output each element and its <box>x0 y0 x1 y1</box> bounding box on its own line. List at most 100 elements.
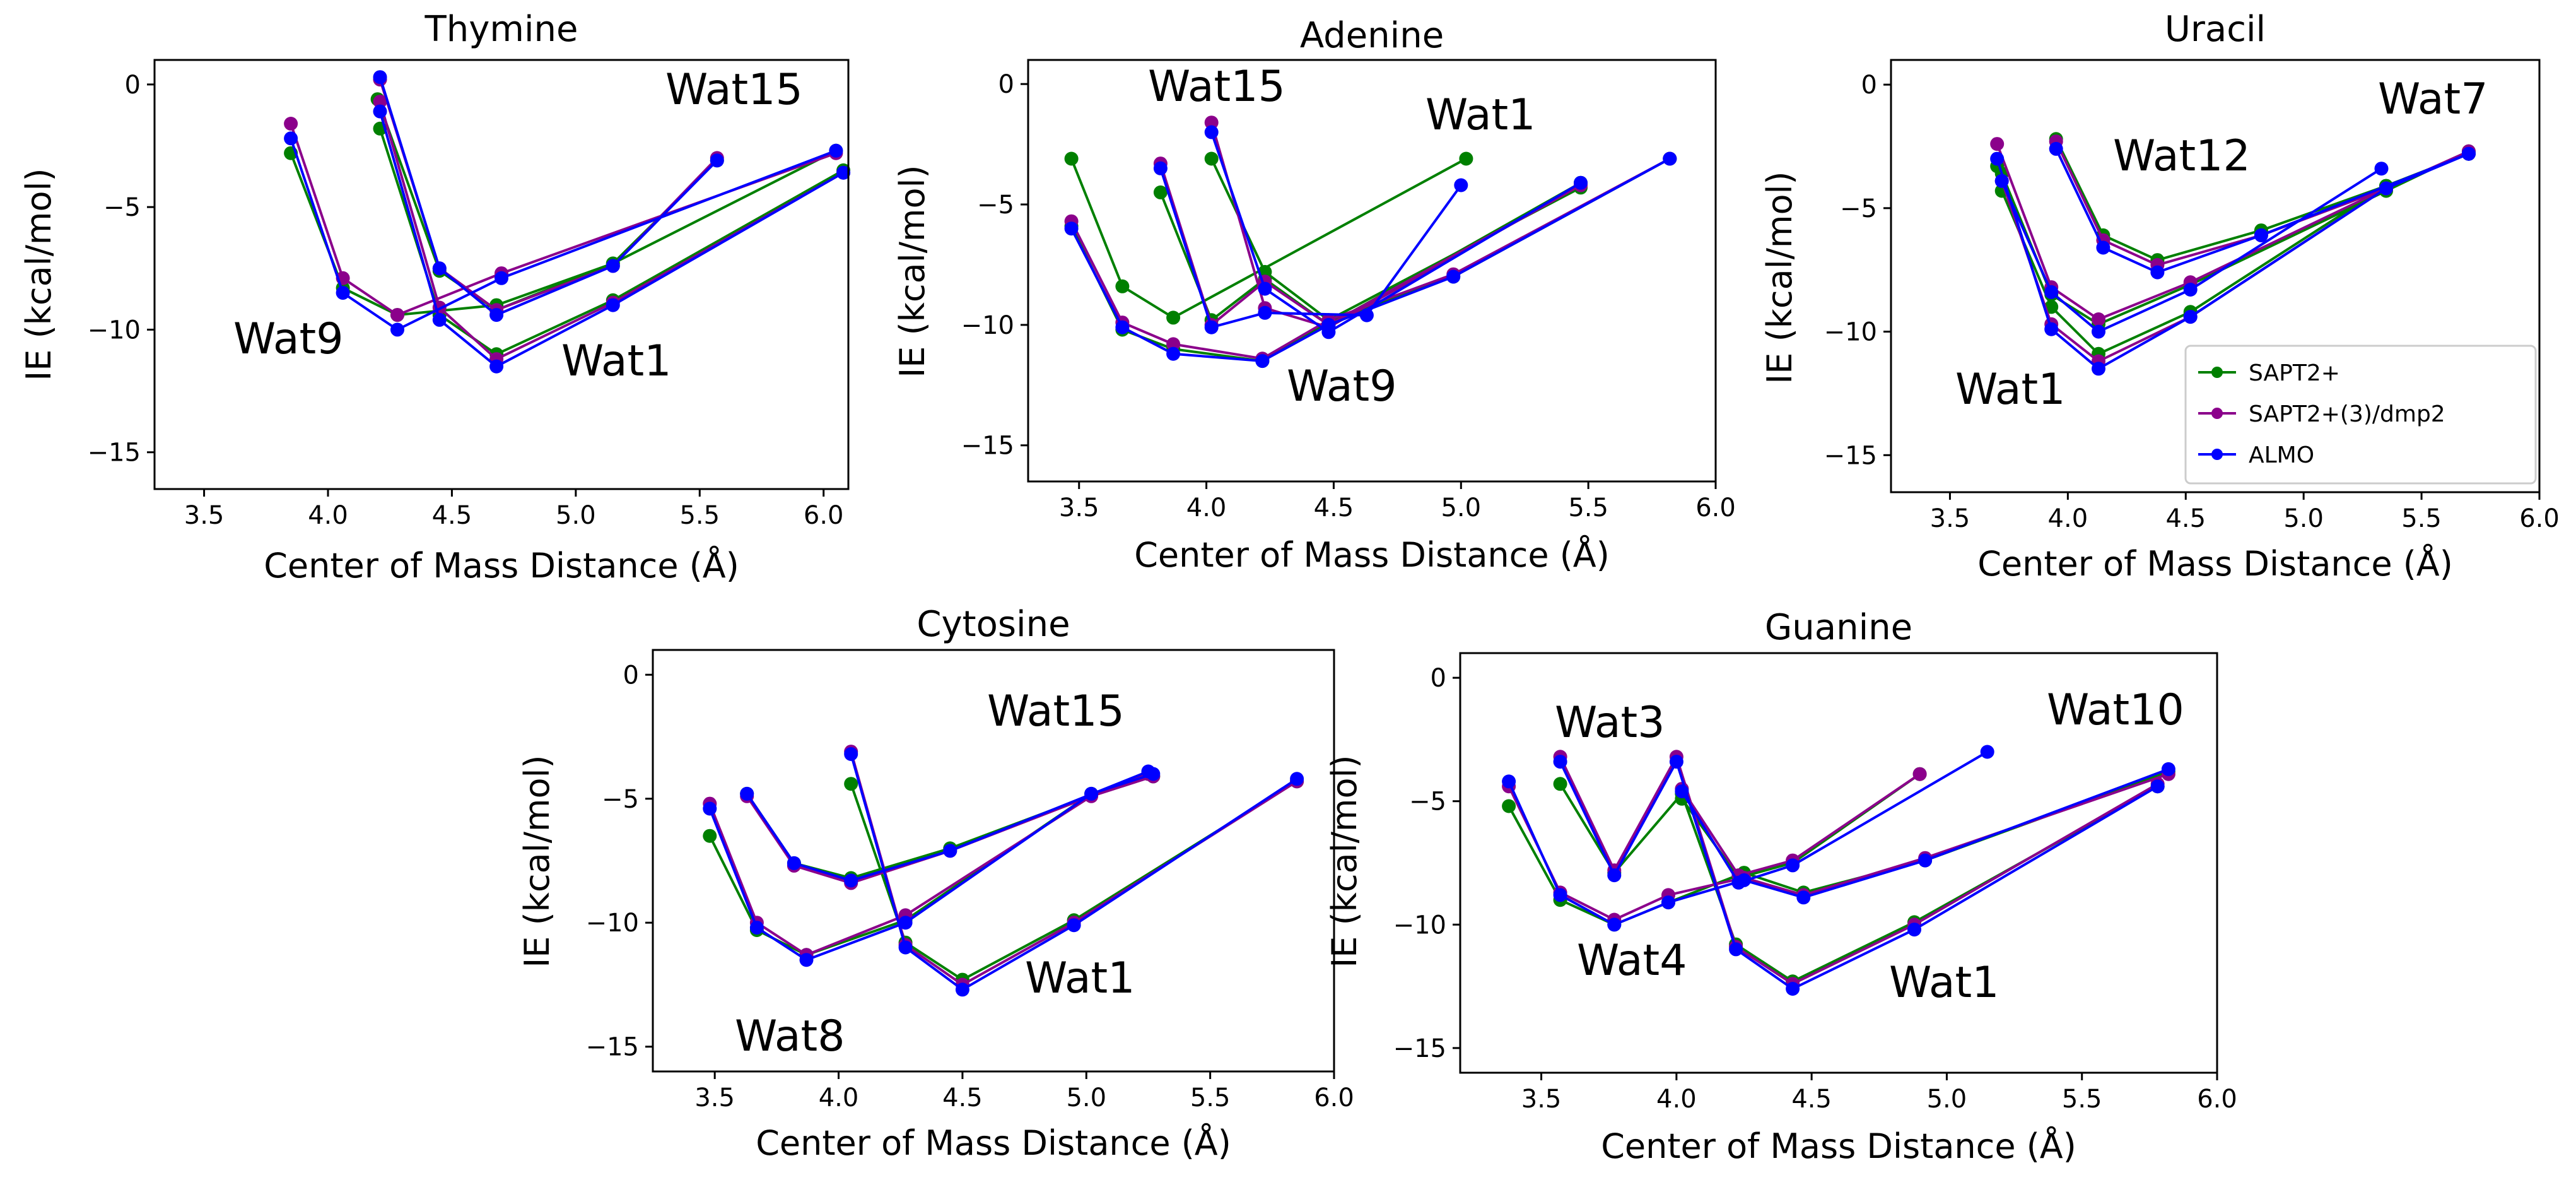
cytosine-sapt2plus-point <box>703 829 717 843</box>
guanine-sapt2plus-point <box>1553 777 1567 791</box>
adenine-almo-point <box>1574 175 1588 190</box>
adenine-sapt2plus-point <box>1204 151 1219 166</box>
adenine-xtick-label: 4.0 <box>1186 493 1227 522</box>
adenine-sapt2plus-line-1 <box>1070 157 1467 319</box>
guanine-annotation-wat10: Wat10 <box>2047 685 2184 735</box>
adenine-xtick-label: 5.5 <box>1568 493 1608 522</box>
adenine-almo-point <box>1255 354 1270 369</box>
cytosine-almo-point <box>703 801 717 816</box>
panel-thymine: 3.5 4.0 4.5 5.0 5.5 6.0 0 −5 −10 −15 Thymine Cent… <box>19 9 851 586</box>
panel-uracil: 3.5 4.0 4.5 5.0 5.5 6.0 0 −5 −10 −15 Uracil Cente… <box>1760 9 2560 584</box>
cytosine-almo-point <box>1141 764 1156 779</box>
adenine-almo-line-3 <box>1210 131 1582 334</box>
uracil-almo-point <box>2096 240 2111 255</box>
legend-item-sapt2plus: SAPT2+ <box>2198 360 2340 386</box>
thymine-series <box>284 70 851 374</box>
thymine-almo-point <box>710 153 724 168</box>
uracil-annotation-wat7: Wat7 <box>2378 74 2488 124</box>
uracil-xtick-label: 5.5 <box>2401 504 2442 533</box>
legend-box <box>2184 345 2537 485</box>
legend-marker-sapt2plus3-dmp2 <box>2211 408 2223 419</box>
thymine-almo-point <box>373 104 387 119</box>
adenine-almo-point <box>1321 325 1336 339</box>
uracil-almo-point <box>1994 174 2009 188</box>
guanine-xlabel: Center of Mass Distance (Å) <box>1601 1126 2076 1166</box>
cytosine-xtick-label: 6.0 <box>1314 1083 1354 1112</box>
guanine-ytick-label: −10 <box>1393 911 1446 940</box>
thymine-almo-point <box>284 131 298 146</box>
guanine-sapt2plus-point <box>1502 799 1516 813</box>
guanine-almo-point <box>1907 923 1921 937</box>
cytosine-ytick-label: 0 <box>623 661 639 690</box>
cytosine-almo-point <box>799 953 814 967</box>
guanine-annotation-wat4: Wat4 <box>1577 936 1687 986</box>
guanine-almo-point <box>1553 888 1567 902</box>
adenine-axes-frame <box>1027 59 1717 483</box>
adenine-annotation-wat9: Wat9 <box>1287 362 1396 411</box>
cytosine-xtick-label: 3.5 <box>694 1083 735 1112</box>
guanine-series <box>1502 745 2175 996</box>
thymine-almo-point <box>829 143 843 158</box>
legend-label-sapt2plus: SAPT2+ <box>2249 360 2340 386</box>
uracil-series <box>1990 132 2476 376</box>
cytosine-almo-point <box>898 916 913 930</box>
adenine-sapt2plus-point <box>1166 310 1181 325</box>
guanine-sapt2plus-line-1 <box>1508 770 2169 926</box>
adenine-almo-point <box>1153 161 1168 175</box>
guanine-almo-point <box>1607 917 1622 932</box>
adenine-sapt2plus-point <box>1153 185 1168 199</box>
adenine-almo-point <box>1166 346 1181 361</box>
thymine-ytick-label: 0 <box>125 71 141 100</box>
cytosine-sapt2plus-point <box>844 777 858 791</box>
guanine-almo-point <box>1980 745 1994 759</box>
cytosine-ylabel: IE (kcal/mol) <box>517 755 557 967</box>
adenine-xtick-label: 6.0 <box>1695 493 1736 522</box>
uracil-annotation-wat12: Wat12 <box>2113 131 2251 181</box>
adenine-almo-point <box>1204 320 1219 334</box>
thymine-title: Thymine <box>424 9 578 50</box>
cytosine-annotation-wat1: Wat1 <box>1025 953 1135 1003</box>
thymine-xtick-label: 4.0 <box>308 501 348 530</box>
guanine-sapt2plus3-dmp2-line-3 <box>1680 773 1921 877</box>
adenine-almo-point <box>1663 151 1677 166</box>
cytosine-annotation-wat8: Wat8 <box>735 1012 845 1061</box>
cytosine-sapt2plus3-dmp2-line-1 <box>708 775 1154 957</box>
uracil-almo-point <box>2049 141 2063 156</box>
guanine-almo-line-3 <box>1680 750 1988 884</box>
guanine-ylabel: IE (kcal/mol) <box>1325 755 1364 967</box>
uracil-almo-point <box>2092 362 2105 376</box>
thymine-almo-point <box>489 308 504 322</box>
thymine-almo-point <box>606 298 620 312</box>
thymine-almo-point <box>489 359 504 374</box>
guanine-ytick-label: 0 <box>1431 664 1446 693</box>
adenine-xtick-label: 5.0 <box>1441 493 1481 522</box>
panel-adenine: 3.5 4.0 4.5 5.0 5.5 6.0 0 −5 −10 −15 Adenine Cent… <box>893 15 1736 575</box>
uracil-ytick-label: 0 <box>1861 71 1877 100</box>
legend-label-almo: ALMO <box>2249 442 2314 468</box>
uracil-almo-point <box>1990 151 2005 166</box>
guanine-sapt2plus-line-3 <box>1680 773 1921 879</box>
cytosine-ytick-label: −10 <box>586 909 639 938</box>
cytosine-xtick-label: 4.0 <box>819 1083 859 1112</box>
thymine-ticks: 3.5 4.0 4.5 5.0 5.5 6.0 0 −5 −10 −15 <box>88 71 844 530</box>
uracil-ticks: 3.5 4.0 4.5 5.0 5.5 6.0 0 −5 −10 −15 <box>1824 71 2560 533</box>
guanine-almo-point <box>1796 890 1811 905</box>
uracil-almo-point <box>2044 322 2059 336</box>
adenine-ticks: 3.5 4.0 4.5 5.0 5.5 6.0 0 −5 −10 −15 <box>961 70 1736 522</box>
thymine-sapt2plus3-dmp2-point <box>284 117 298 131</box>
guanine-almo-point <box>1786 858 1800 873</box>
panel-cytosine: 3.5 4.0 4.5 5.0 5.5 6.0 0 −5 −10 −15 Cytosine Cen… <box>517 604 1354 1163</box>
adenine-ylabel: IE (kcal/mol) <box>893 165 932 377</box>
uracil-xtick-label: 3.5 <box>1930 504 1970 533</box>
cytosine-series <box>703 745 1304 997</box>
uracil-almo-point <box>2461 146 2476 161</box>
thymine-xtick-label: 5.0 <box>556 501 596 530</box>
uracil-almo-point <box>2092 324 2105 339</box>
uracil-xtick-label: 5.0 <box>2283 504 2324 533</box>
cytosine-sapt2plus-line-3 <box>850 780 1298 981</box>
adenine-xtick-label: 3.5 <box>1059 493 1099 522</box>
guanine-title: Guanine <box>1765 607 1912 648</box>
guanine-ytick-label: −15 <box>1393 1034 1446 1063</box>
adenine-ytick-label: 0 <box>998 70 1014 99</box>
